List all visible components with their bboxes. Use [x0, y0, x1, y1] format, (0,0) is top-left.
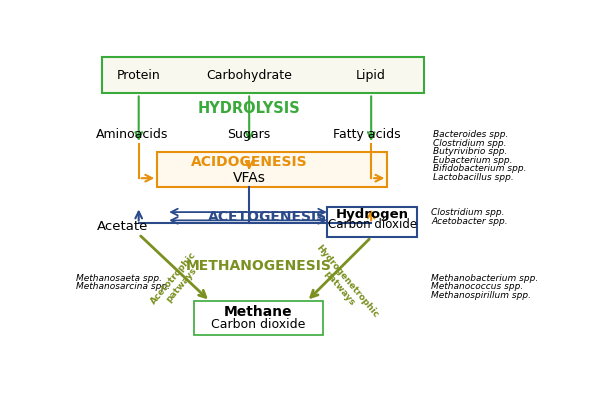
- Text: Bifidobacterium spp.: Bifidobacterium spp.: [434, 164, 527, 173]
- Text: Fatty acids: Fatty acids: [333, 128, 400, 141]
- Text: ACIDOGENESIS: ACIDOGENESIS: [191, 155, 308, 169]
- Text: ACETOGENESIS: ACETOGENESIS: [208, 210, 327, 224]
- Text: Carbon dioxide: Carbon dioxide: [328, 218, 417, 231]
- Text: Acetate: Acetate: [97, 220, 148, 233]
- Text: Methane: Methane: [224, 305, 293, 319]
- Text: Hydrogen: Hydrogen: [336, 208, 409, 221]
- Text: Methanobacterium spp.: Methanobacterium spp.: [431, 274, 538, 283]
- Text: Bacteroides spp.: Bacteroides spp.: [434, 130, 508, 139]
- Text: Lipid: Lipid: [356, 69, 386, 82]
- Text: Methanosaeta spp.: Methanosaeta spp.: [75, 274, 162, 283]
- Text: VFAs: VFAs: [233, 171, 266, 185]
- Text: Clostridium spp.: Clostridium spp.: [431, 208, 504, 217]
- Text: Carbon dioxide: Carbon dioxide: [211, 318, 305, 331]
- Bar: [194, 301, 323, 335]
- Text: Protein: Protein: [117, 69, 160, 82]
- Text: Hydrogenetrophic
patways: Hydrogenetrophic patways: [307, 243, 381, 326]
- Text: Sugars: Sugars: [228, 128, 271, 141]
- Text: Methanococcus spp.: Methanococcus spp.: [431, 283, 523, 291]
- Text: Eubacterium spp.: Eubacterium spp.: [434, 156, 513, 165]
- Text: METHANOGENESIS: METHANOGENESIS: [185, 259, 331, 273]
- Bar: [157, 152, 387, 187]
- Text: Methanosarcina spp.: Methanosarcina spp.: [75, 283, 170, 291]
- Text: HYDROLYSIS: HYDROLYSIS: [198, 101, 301, 116]
- Text: Acetobacter spp.: Acetobacter spp.: [431, 218, 508, 226]
- Text: Aminoacids: Aminoacids: [96, 128, 168, 141]
- Text: Methanospirillum spp.: Methanospirillum spp.: [431, 291, 531, 300]
- Text: Carbohydrate: Carbohydrate: [206, 69, 292, 82]
- Bar: [102, 57, 424, 93]
- Text: Butyrivibrio spp.: Butyrivibrio spp.: [434, 147, 508, 156]
- Text: Acetotrophic
patways: Acetotrophic patways: [149, 250, 206, 313]
- Text: Clostridium spp.: Clostridium spp.: [434, 139, 507, 148]
- Bar: [327, 206, 417, 237]
- Text: Lactobacillus spp.: Lactobacillus spp.: [434, 173, 514, 182]
